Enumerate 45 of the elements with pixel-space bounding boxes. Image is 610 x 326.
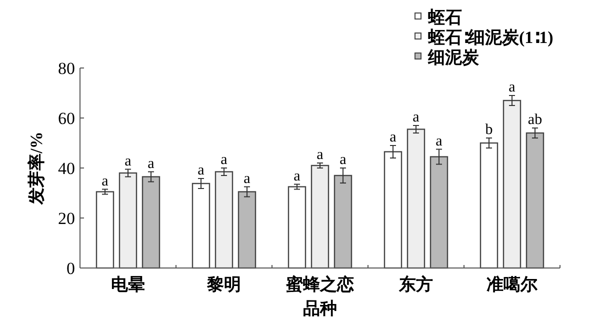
- data-label: a: [508, 80, 516, 96]
- x-tick-label: 电晕: [111, 275, 145, 294]
- data-label: a: [390, 130, 397, 146]
- data-label: a: [102, 173, 109, 190]
- bar: [238, 191, 256, 269]
- bar: [96, 191, 114, 269]
- data-label: a: [294, 168, 301, 184]
- y-tick-label: 80: [58, 59, 75, 78]
- y-tick-label: 60: [58, 109, 75, 128]
- legend-label: 蛭石: [427, 8, 462, 27]
- data-label: ab: [528, 112, 542, 128]
- y-tick-label: 20: [58, 209, 75, 228]
- y-axis-title: 发芽率/%: [27, 132, 46, 206]
- data-label: a: [316, 147, 324, 163]
- bar: [480, 142, 498, 269]
- bar: [142, 176, 160, 269]
- bar: [430, 156, 448, 269]
- legend-label: 蛭石∶细泥炭(1∶1): [427, 28, 554, 47]
- y-tick-label: 40: [58, 159, 75, 178]
- data-label: a: [340, 152, 347, 168]
- data-label: a: [198, 162, 205, 178]
- x-tick-label: 黎明: [206, 275, 241, 294]
- data-label: a: [148, 156, 155, 172]
- bar: [192, 182, 210, 269]
- x-axis-title: 品种: [303, 299, 337, 318]
- bar: [406, 128, 426, 269]
- bar: [334, 174, 352, 269]
- data-label: a: [124, 153, 132, 170]
- bar: [288, 186, 306, 269]
- x-tick-label: 东方: [398, 275, 433, 294]
- data-label: b: [485, 122, 493, 138]
- bar: [214, 171, 234, 269]
- bar: [526, 132, 544, 269]
- x-tick-label: 准噶尔: [486, 275, 538, 294]
- bar: [384, 151, 402, 269]
- y-tick-label: 0: [66, 259, 75, 278]
- data-label: a: [244, 170, 251, 187]
- data-label: a: [412, 110, 420, 126]
- legend-label: 细泥炭: [427, 48, 480, 67]
- bar: [310, 164, 330, 269]
- x-tick-label: 蜜蜂之恋: [285, 274, 354, 294]
- bar: [118, 172, 138, 269]
- bar: [502, 100, 522, 269]
- data-label: a: [220, 152, 228, 168]
- data-label: a: [436, 133, 443, 150]
